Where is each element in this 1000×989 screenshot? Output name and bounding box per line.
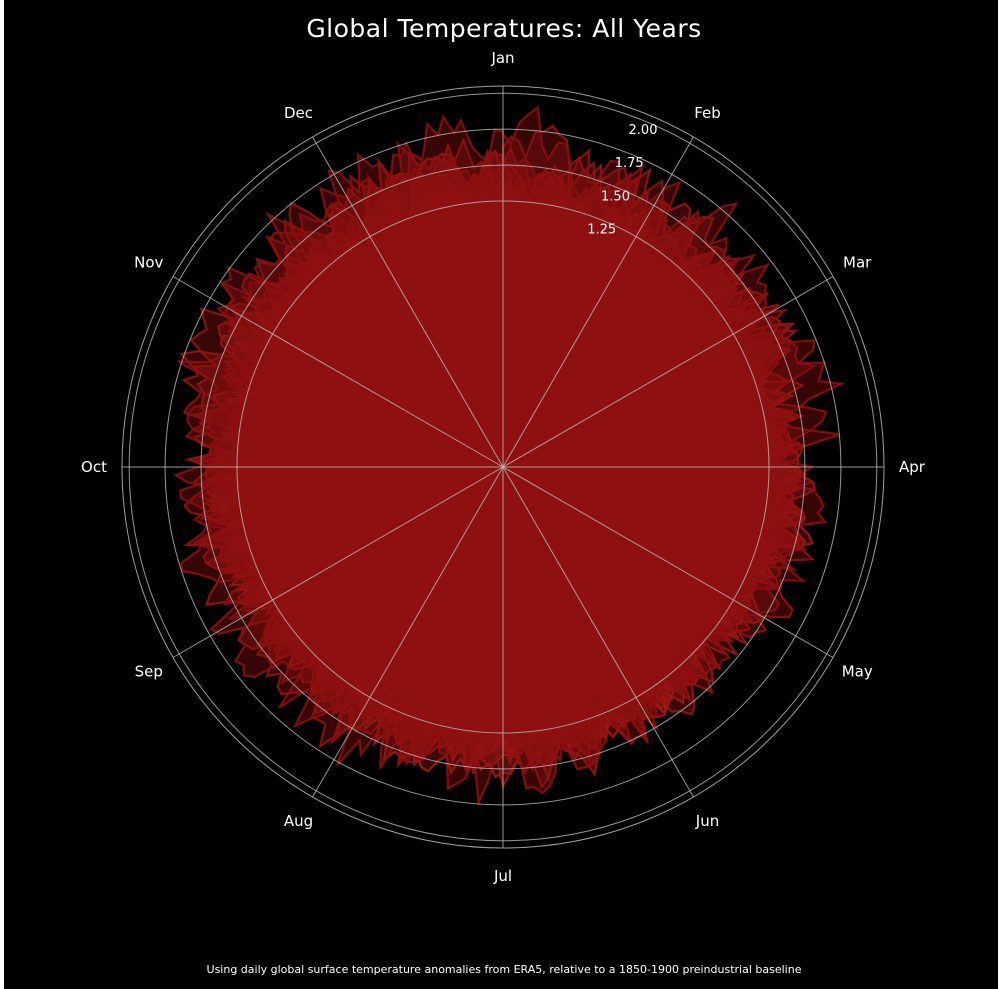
month-label-apr: Apr	[899, 458, 926, 476]
month-label-sep: Sep	[135, 663, 163, 681]
radial-tick-label: 1.75	[615, 156, 644, 171]
month-label-feb: Feb	[694, 104, 721, 122]
month-label-jan: Jan	[490, 49, 514, 67]
month-label-oct: Oct	[81, 458, 107, 476]
chart-frame: Global Temperatures: All Years Jan Feb Mar…	[4, 0, 998, 989]
radial-tick-label: 1.25	[587, 223, 616, 238]
year-series-layers	[176, 108, 842, 803]
month-label-mar: Mar	[843, 254, 872, 272]
month-label-nov: Nov	[134, 254, 163, 272]
radial-tick-label: 1.50	[601, 189, 630, 204]
month-label-may: May	[842, 663, 873, 681]
polar-grid	[122, 86, 884, 848]
month-label-jul: Jul	[493, 867, 512, 885]
chart-caption: Using daily global surface temperature a…	[4, 963, 998, 976]
month-label-jun: Jun	[695, 812, 719, 830]
radial-tick-label: 2.00	[629, 123, 658, 138]
month-label-dec: Dec	[284, 104, 313, 122]
month-label-aug: Aug	[284, 812, 313, 830]
polar-chart: Jan Feb Mar Apr May Jun Jul Aug Sep Oct Nov Dec 1.25…	[4, 0, 998, 989]
